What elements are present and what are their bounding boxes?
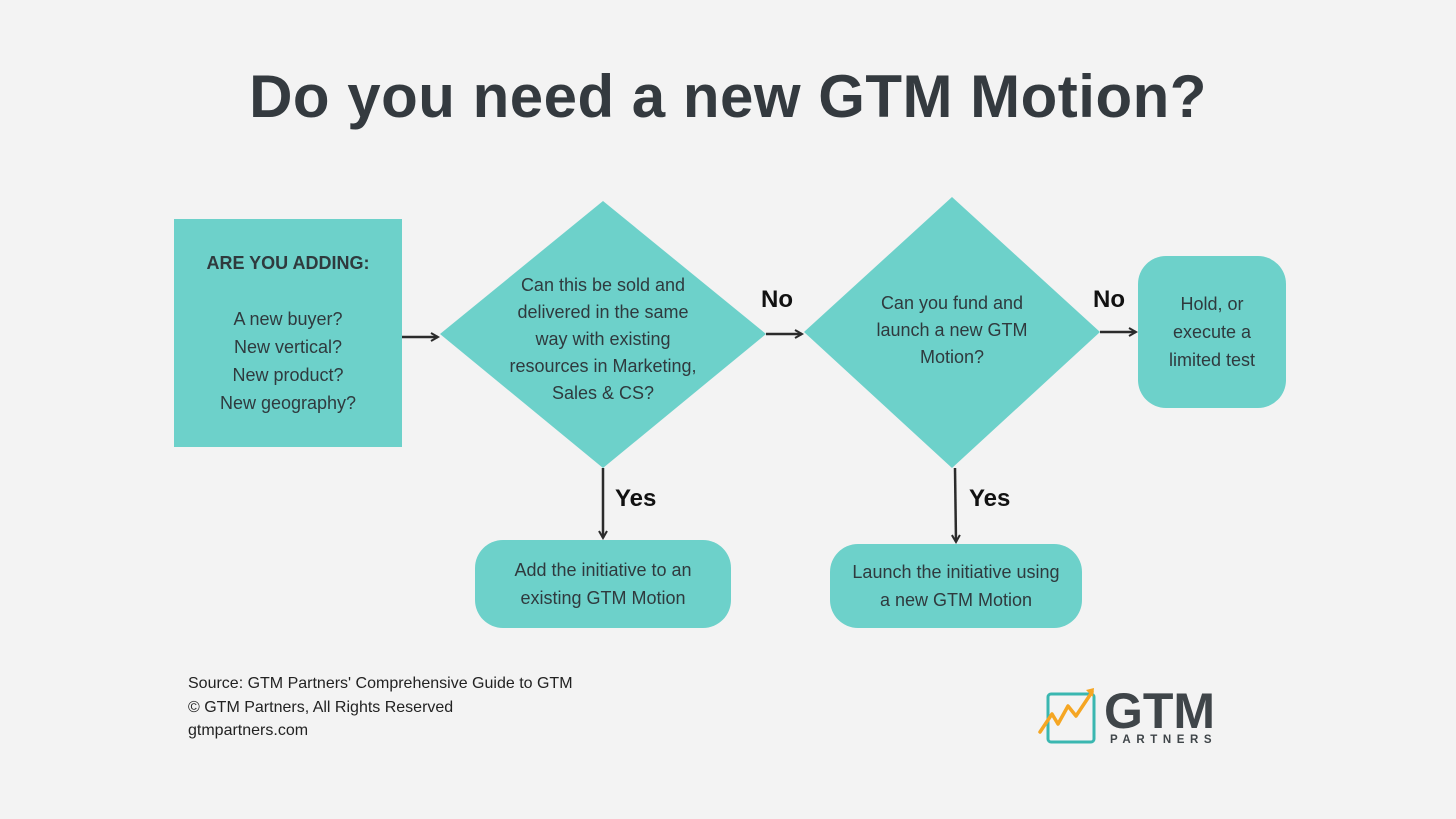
outcome-add-line: Add the initiative to an [514, 560, 692, 580]
logo-subtitle: PARTNERS [1110, 734, 1218, 746]
outcome-launch-line: a new GTM Motion [879, 590, 1033, 610]
decision2-line: launch a new GTM [876, 320, 1028, 340]
source-text: Source: GTM Partners' Comprehensive Guid… [188, 675, 573, 692]
decision1-line: resources in Marketing, [509, 356, 697, 376]
page-title: Do you need a new GTM Motion? [249, 63, 1207, 130]
outcome-hold-line: Hold, or [1180, 294, 1244, 314]
start-box-line: New geography? [219, 393, 357, 413]
logo-chart-icon [1038, 688, 1096, 744]
arrow-decision2-yes [955, 467, 956, 542]
outcome-launch-line: Launch the initiative using [852, 562, 1060, 582]
outcome-add-box: Add the initiative to an existing GTM Mo… [475, 540, 731, 628]
gtm-partners-logo: GTM PARTNERS [1036, 684, 1226, 750]
decision2-line: Can you fund and [880, 293, 1024, 313]
decision1-line: Can this be sold and [520, 275, 686, 295]
decision1-line: way with existing [535, 329, 671, 349]
decision-diamond-1 [440, 201, 766, 468]
outcome-launch-box: Launch the initiative using a new GTM Mo… [830, 544, 1082, 628]
label-yes-2: Yes [969, 485, 1011, 512]
outcome-add-line: existing GTM Motion [520, 588, 686, 608]
decision2-line: Motion? [919, 347, 985, 367]
start-box-line: A new buyer? [233, 309, 343, 329]
start-box-heading: ARE YOU ADDING: [206, 253, 370, 273]
start-box-line: New vertical? [233, 337, 343, 357]
start-box: ARE YOU ADDING: A new buyer? New vertica… [174, 219, 402, 447]
outcome-hold-line: limited test [1168, 350, 1256, 370]
decision2-text: Can you fund and launch a new GTM Motion… [852, 290, 1052, 371]
website-link[interactable]: gtmpartners.com [188, 722, 309, 739]
copyright-text: © GTM Partners, All Rights Reserved [188, 698, 454, 716]
decision-diamond-2 [804, 197, 1100, 468]
label-no-1: No [761, 286, 793, 313]
footer-source-block: Source: GTM Partners' Comprehensive Guid… [188, 672, 573, 743]
decision1-line: delivered in the same [517, 302, 689, 322]
logo-wordmark: GTM [1104, 683, 1216, 739]
outcome-hold-line: execute a [1172, 322, 1252, 342]
label-no-2: No [1093, 286, 1125, 313]
decision1-line: Sales & CS? [551, 383, 655, 403]
outcome-hold-box: Hold, or execute a limited test [1138, 256, 1286, 408]
start-box-line: New product? [232, 365, 344, 385]
decision1-text: Can this be sold and delivered in the sa… [487, 272, 719, 407]
label-yes-1: Yes [615, 485, 657, 512]
